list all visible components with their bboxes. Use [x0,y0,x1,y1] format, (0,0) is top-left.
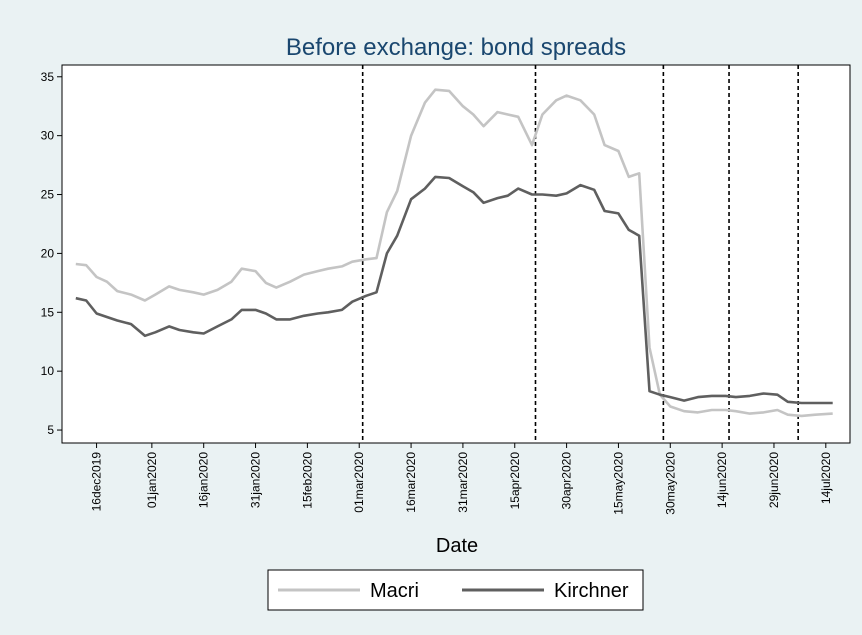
y-tick-label: 30 [41,129,55,143]
x-tick-label: 30may2020 [663,452,677,515]
x-tick-label: 01jan2020 [145,452,159,508]
x-tick-label: 01mar2020 [352,452,366,513]
x-tick-label: 16dec2019 [90,452,104,512]
plot-area [61,64,851,444]
y-tick-label: 5 [47,423,54,437]
y-tick-label: 25 [41,188,55,202]
line-series [75,175,833,405]
x-tick-label: 16jan2020 [197,452,211,508]
legend-label: Kirchner [554,580,629,602]
x-tick-label: 31jan2020 [249,452,263,508]
x-tick-label: 15may2020 [611,452,625,515]
x-tick-label: 16mar2020 [404,452,418,513]
chart-title: Before exchange: bond spreads [286,34,626,61]
x-tick-label: 31mar2020 [456,452,470,513]
x-tick-label: 30apr2020 [560,452,574,510]
y-tick-label: 20 [41,246,55,260]
x-tick-label: 14jun2020 [715,452,729,508]
y-tick-label: 35 [41,70,55,84]
y-tick-label: 10 [41,364,55,378]
x-tick-label: 14jul2020 [819,452,833,504]
y-tick-label: 15 [41,305,55,319]
line-series [75,88,833,418]
legend-label: Macri [370,580,419,602]
x-tick-label: 15apr2020 [508,452,522,510]
x-axis-label: Date [436,535,478,557]
x-tick-label: 29jun2020 [767,452,781,508]
x-tick-label: 15feb2020 [300,452,314,509]
